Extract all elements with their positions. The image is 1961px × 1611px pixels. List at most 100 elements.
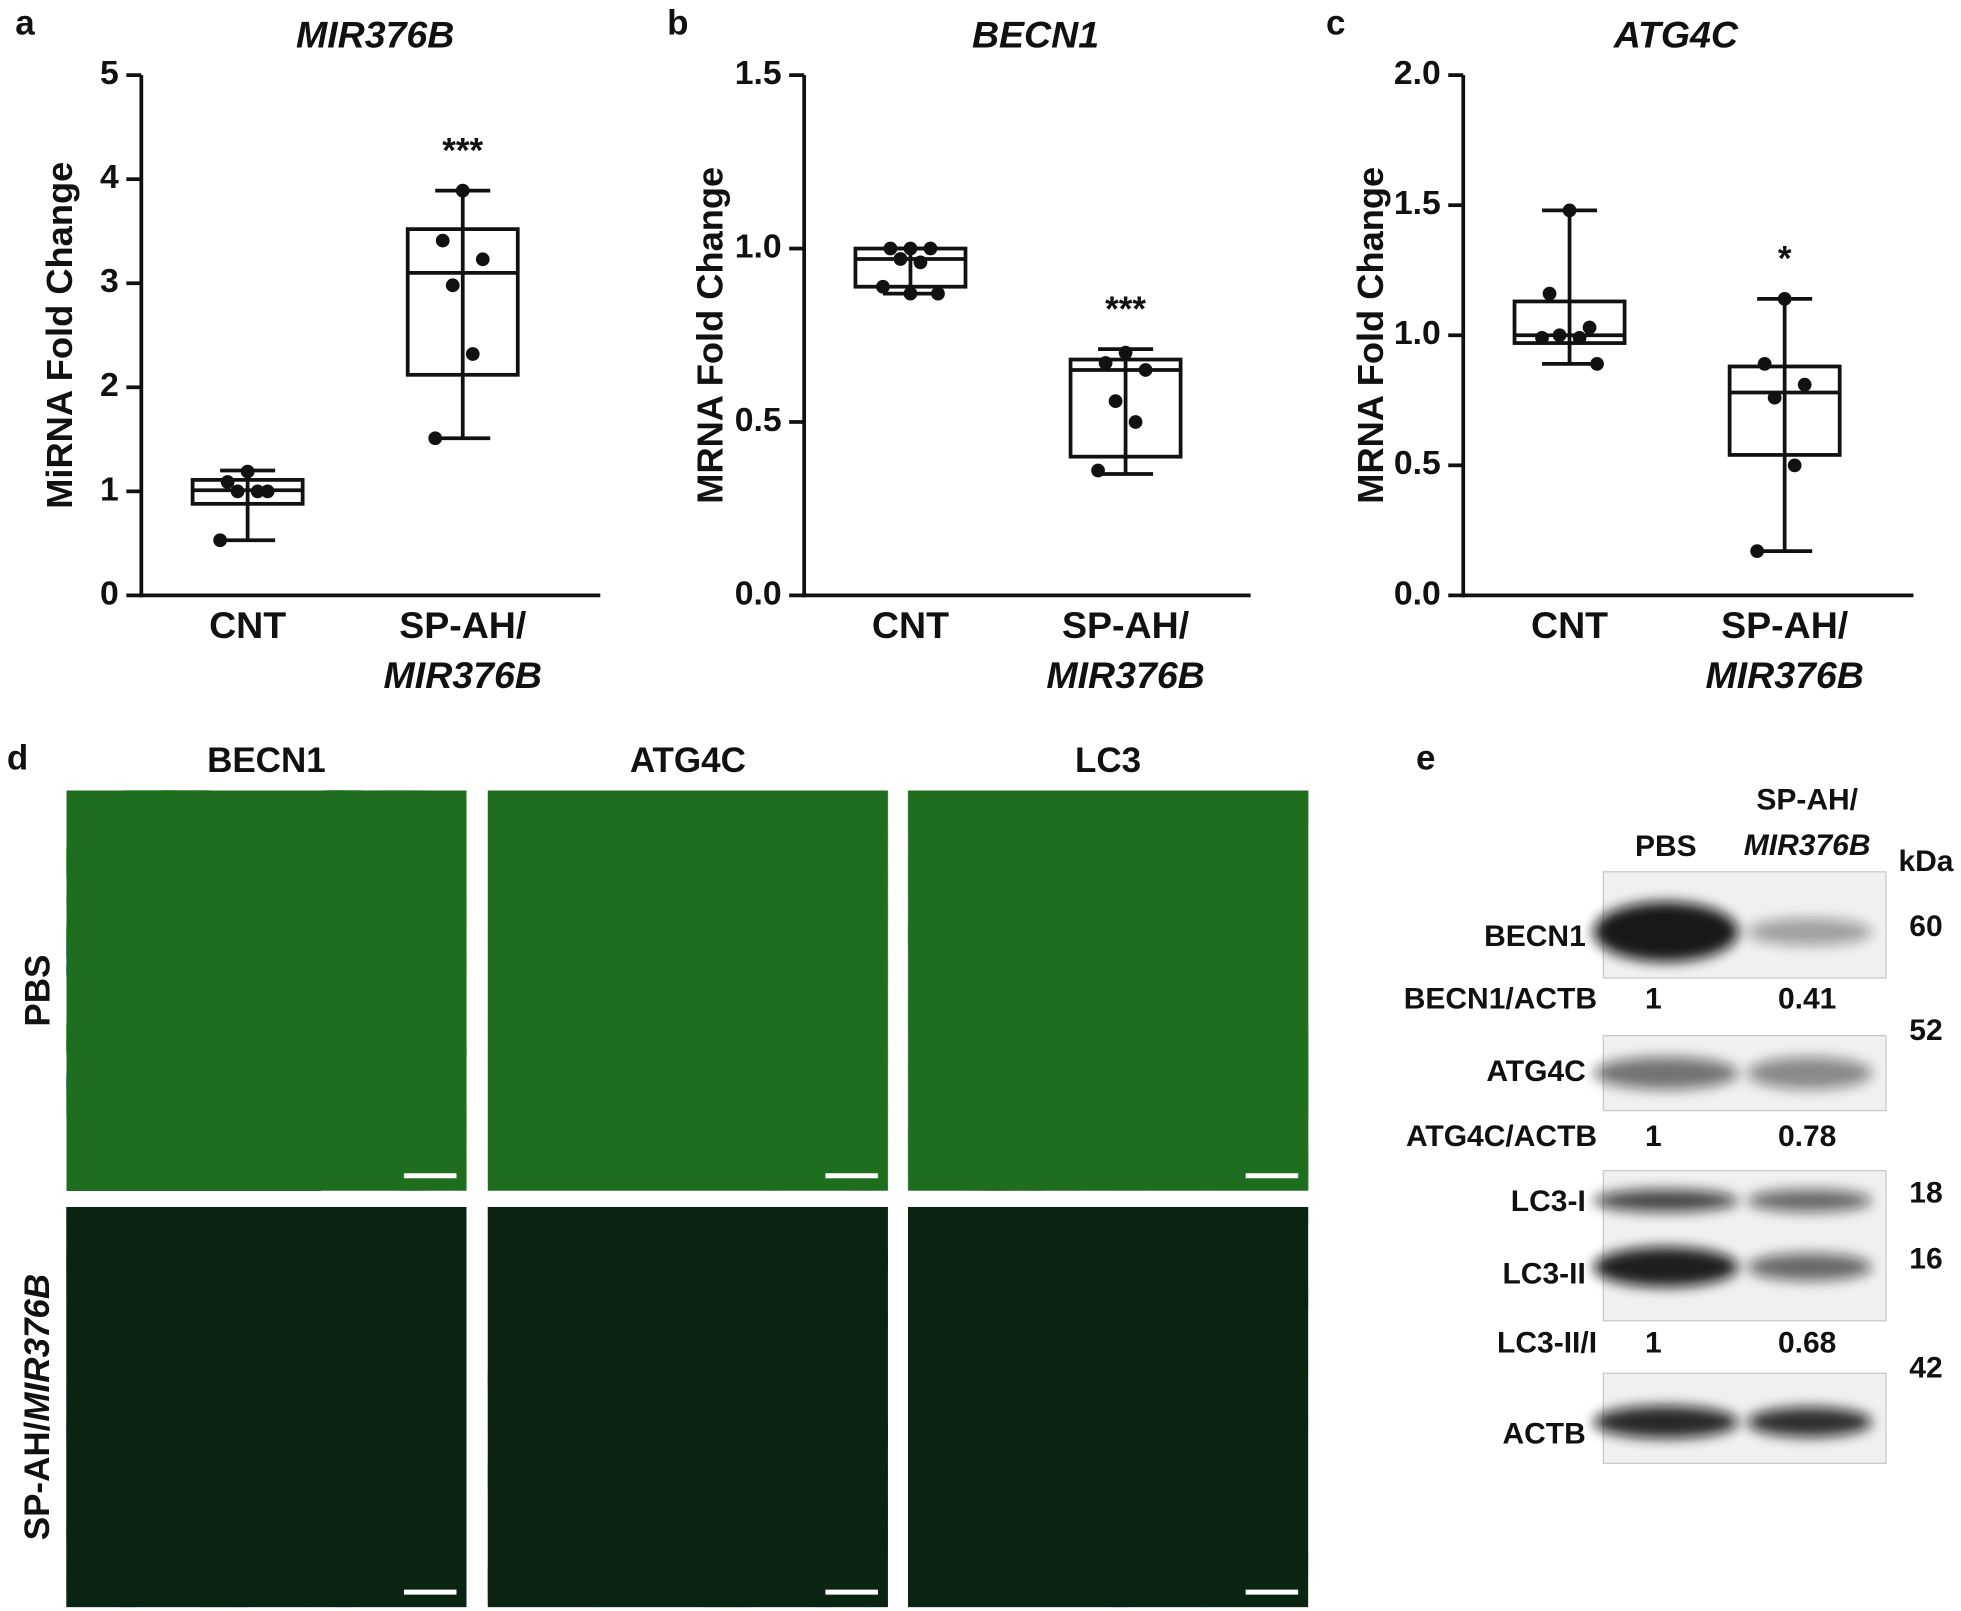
significance: * [1778,240,1792,279]
data-point [1535,330,1549,345]
data-point [903,241,918,256]
band [1593,1189,1739,1212]
data-point [1572,330,1587,345]
molecular-weight: 18 [1909,1176,1942,1209]
x-tick-label: SP-AH/MIR376B [384,604,542,696]
ratio-value: 1 [1645,1326,1662,1359]
chart-title: BECN1 [972,14,1099,56]
band [1747,1056,1873,1090]
data-point [923,241,938,256]
data-point [1138,363,1153,377]
band-label: BECN1 [1484,920,1586,953]
ratio-label: LC3-II/I [1497,1326,1597,1359]
data-point [1750,544,1765,559]
data-point [1797,377,1812,392]
band-label: ATG4C [1486,1055,1585,1088]
data-point [931,286,945,301]
data-point [1118,345,1133,360]
box [405,227,520,377]
ratio-value: 1 [1645,983,1662,1016]
band-label: LC3-II [1502,1258,1585,1291]
box [1068,357,1183,459]
box [1727,364,1842,457]
y-axis-label: MRNA Fold Change [1350,167,1391,504]
data-point [1091,463,1105,478]
y-tick-label: 1 [100,470,119,508]
y-tick-label: 3 [100,262,119,300]
x-tick-label: CNT [209,604,286,646]
data-point [913,255,928,270]
x-tick-label: CNT [872,604,949,646]
chart-title: ATG4C [1613,14,1739,56]
y-tick-label: 0.0 [1394,574,1441,612]
data-point [883,241,898,256]
column-header: BECN1 [207,741,326,780]
ratio-value: 1 [1645,1120,1662,1153]
data-point [1787,458,1802,473]
data-point [903,286,918,301]
y-tick-label: 2 [100,366,119,404]
y-tick-label: 0.5 [1394,444,1441,482]
y-axis-label: MiRNA Fold Change [39,162,80,509]
data-point [1098,356,1113,370]
data-point [1767,390,1782,405]
y-tick-label: 1.0 [1394,314,1441,352]
panel-letter: b [667,3,688,42]
data-point [230,484,245,499]
molecular-weight: 52 [1909,1014,1942,1047]
data-point [1777,291,1792,306]
ratio-value: 0.68 [1778,1326,1836,1359]
y-axis-label: MRNA Fold Change [689,167,730,504]
micrograph-background [66,790,467,1191]
data-point [1128,415,1143,429]
panel-letter: c [1326,3,1345,42]
data-point [250,484,265,499]
column-header: ATG4C [630,741,746,780]
box [1512,299,1627,345]
data-point [445,278,460,293]
micrograph-background [66,1206,467,1608]
y-tick-label: 5 [100,54,119,92]
ratio-value: 0.41 [1778,983,1836,1016]
chart-title: MIR376B [296,14,454,56]
data-point [1582,320,1597,335]
data-point [1757,356,1772,371]
significance: *** [1105,290,1146,329]
y-tick-label: 1.5 [735,54,782,92]
data-point [1552,328,1567,343]
band [1593,901,1739,962]
band [1747,918,1873,946]
molecular-weight: 16 [1909,1243,1942,1276]
data-point [465,347,480,361]
data-point [220,475,235,489]
data-point [213,533,227,548]
data-point [435,233,450,248]
lane-header: SP-AH/MIR376B [1744,784,1871,862]
micrograph-background [907,1206,1309,1608]
band-label: ACTB [1502,1418,1585,1451]
micrograph-background [907,790,1309,1191]
data-point [1108,394,1123,409]
panel-letter: d [7,739,28,778]
band [1593,1246,1739,1287]
unit-header: kDa [1898,845,1953,878]
band-label: LC3-I [1511,1185,1586,1218]
y-tick-label: 4 [100,158,119,196]
data-point [1542,286,1557,301]
x-tick-label: CNT [1531,604,1608,646]
ratio-value: 0.78 [1778,1120,1836,1153]
micrograph-background [487,1206,888,1608]
ratio-label: ATG4C/ACTB [1406,1120,1597,1153]
data-point [240,464,255,479]
band [1747,1407,1873,1438]
panel-letter: e [1416,739,1435,778]
x-tick-label: SP-AH/MIR376B [1046,604,1204,696]
data-point [876,279,890,294]
band [1747,1189,1873,1212]
molecular-weight: 60 [1909,910,1942,943]
x-tick-label: SP-AH/MIR376B [1705,604,1863,696]
data-point [475,252,490,267]
data-point [455,183,470,198]
